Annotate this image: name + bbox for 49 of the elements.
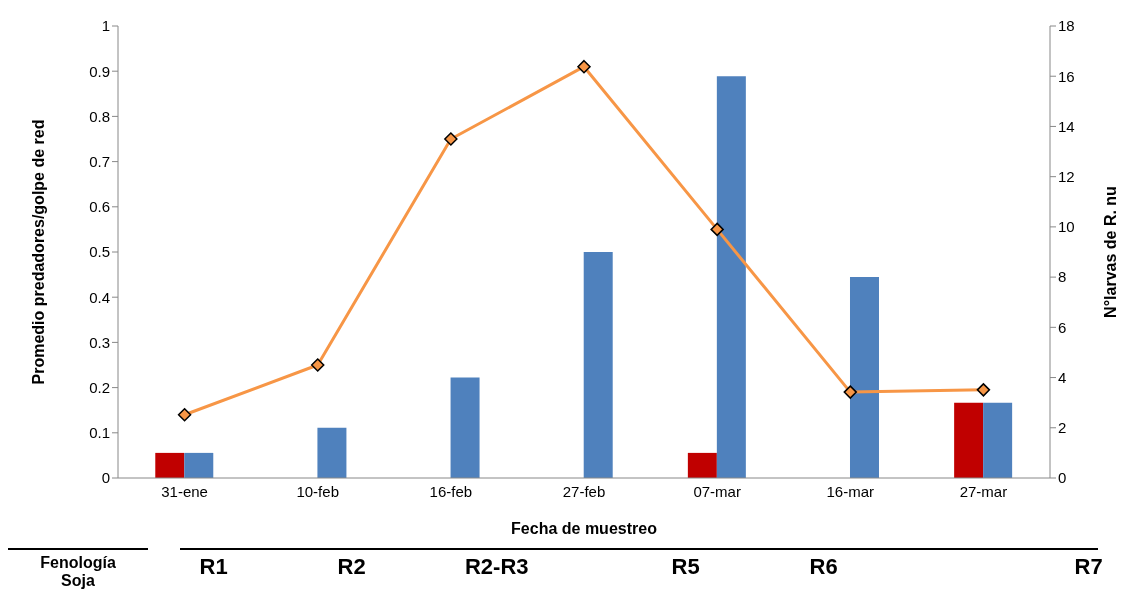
point [843,385,858,399]
bar [849,277,879,478]
bar [983,402,1013,478]
bar [954,402,984,478]
y2-tick-label: 18 [1058,17,1075,35]
y-tick-label: 0.7 [89,152,110,170]
y2-tick-label: 10 [1058,218,1075,236]
bar [450,377,480,478]
y2-tick-label: 8 [1058,268,1067,286]
y2-tick-label: 12 [1058,167,1075,185]
point [310,358,325,372]
y-tick-label: 0.2 [89,378,110,396]
y-axis-title: Promedio predadores/golpe de red [29,119,47,385]
x-tick-label: 31-ene [161,482,208,500]
x-tick-label: 16-mar [826,482,875,500]
point [444,132,458,146]
point [577,59,591,74]
y-tick-label: 0.6 [89,198,110,216]
y-tick-label: 0.8 [89,107,110,125]
y2-tick-label: 16 [1058,67,1075,85]
x-tick-label: 16-feb [429,482,473,500]
x-tick-label: 10-feb [296,482,339,500]
y2-tick-label: 0 [1058,469,1067,487]
y2-axis-title: N°larvas de R. nu [1101,186,1119,318]
bar [317,427,347,478]
bar [716,76,746,478]
point [976,383,991,397]
x-axis-title: Fecha de muestreo [511,520,658,537]
x-tick-label: 07-mar [693,482,741,500]
bar [687,452,717,478]
y-tick-label: 0.9 [89,62,110,80]
y2-tick-label: 4 [1058,368,1067,386]
bar [155,452,185,478]
y-tick-label: 0.4 [89,288,110,306]
y-tick-label: 0 [101,469,110,487]
phenology-row: Fenología Soja R1 R2 R2-R3 R5 R6 R7 [8,548,1120,597]
point [177,407,192,422]
x-tick-label: 27-feb [562,482,606,500]
point [710,222,724,237]
y2-tick-label: 6 [1058,318,1067,336]
y-tick-label: 0.1 [89,424,110,442]
bar [184,452,214,478]
y-tick-label: 0.3 [89,333,110,351]
y2-tick-label: 14 [1058,117,1075,135]
y-tick-label: 1 [101,17,110,35]
x-tick-label: 27-mar [959,482,1008,500]
y-tick-label: 0.5 [89,243,110,261]
bar [583,252,613,478]
y2-tick-label: 2 [1058,419,1067,437]
